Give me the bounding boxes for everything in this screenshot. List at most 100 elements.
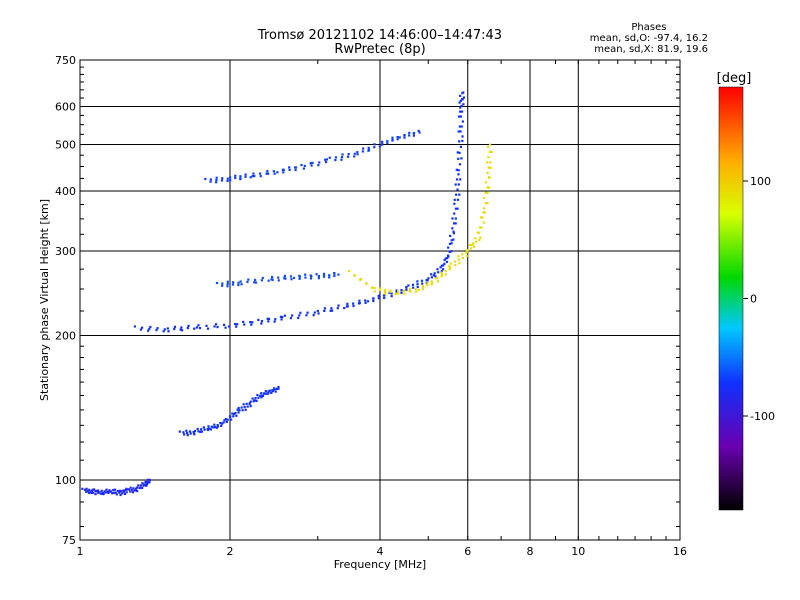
data-point: [340, 156, 344, 159]
data-point: [403, 292, 406, 295]
data-point: [238, 409, 241, 412]
data-point: [256, 393, 259, 397]
data-point: [221, 177, 224, 180]
axis-ticks: 1 2 4 6 8 10 16 75 100 200 300 400 500 600 750: [55, 54, 687, 558]
data-point: [373, 146, 376, 149]
data-point: [395, 289, 398, 292]
data-point: [313, 311, 316, 314]
data-point: [367, 146, 370, 149]
data-point: [275, 387, 278, 390]
data-point: [185, 431, 189, 435]
data-point: [446, 256, 449, 260]
data-point: [447, 246, 450, 249]
data-point: [405, 286, 408, 289]
data-point: [394, 292, 397, 296]
data-point: [459, 94, 462, 97]
data-point: [246, 280, 249, 284]
data-point: [324, 161, 328, 164]
data-point: [273, 172, 276, 175]
data-point: [466, 249, 469, 252]
data-point: [294, 166, 298, 169]
data-point: [318, 161, 321, 164]
data-point: [333, 274, 336, 278]
data-point: [96, 491, 100, 494]
data-point: [462, 103, 465, 106]
data-point: [180, 326, 183, 329]
data-point: [328, 156, 331, 159]
data-point: [341, 153, 344, 156]
data-point: [236, 408, 239, 411]
data-point: [235, 414, 238, 417]
data-point: [348, 269, 351, 273]
data-point: [277, 387, 280, 390]
data-point: [488, 150, 491, 154]
data-point: [400, 289, 403, 292]
data-point: [90, 491, 93, 495]
data-point: [457, 115, 461, 118]
data-point: [294, 168, 297, 172]
data-point: [270, 391, 273, 395]
data-point: [173, 325, 177, 328]
data-point: [328, 276, 331, 279]
data-point: [137, 484, 140, 487]
data-point: [454, 207, 458, 210]
data-point: [242, 320, 245, 323]
data-point: [267, 317, 271, 321]
data-point: [416, 283, 419, 286]
data-point: [248, 402, 251, 406]
data-point: [458, 163, 462, 166]
data-point: [140, 326, 144, 329]
data-point: [124, 488, 127, 492]
data-point: [260, 322, 263, 325]
data-point: [261, 276, 264, 280]
y-tick-label: 750: [55, 54, 76, 67]
data-point: [133, 325, 136, 328]
data-point: [411, 283, 415, 286]
data-point: [443, 262, 446, 265]
data-point: [460, 157, 463, 160]
data-point: [441, 268, 445, 271]
data-point: [303, 164, 306, 168]
data-point: [236, 323, 239, 326]
data-point: [448, 268, 451, 271]
data-point: [453, 260, 457, 263]
data-point: [333, 272, 336, 275]
data-point: [266, 170, 269, 173]
data-point: [166, 327, 169, 330]
data-point: [192, 431, 195, 434]
data-point: [426, 282, 429, 285]
data-point: [240, 406, 243, 409]
data-point: [97, 489, 100, 492]
data-point: [483, 196, 486, 200]
data-point: [118, 489, 121, 492]
data-point: [144, 483, 148, 486]
data-point: [483, 211, 486, 214]
data-point: [390, 295, 393, 298]
data-point: [457, 169, 460, 172]
data-point: [206, 427, 209, 431]
data-point: [457, 130, 460, 133]
data-point: [254, 397, 257, 400]
data-point: [241, 409, 244, 412]
data-point: [418, 131, 421, 134]
data-point: [252, 172, 255, 175]
data-point: [230, 418, 233, 421]
data-point: [421, 288, 425, 291]
data-point: [244, 173, 247, 176]
data-point: [141, 482, 144, 485]
data-point: [477, 231, 481, 234]
data-point: [260, 396, 263, 399]
data-point: [214, 425, 217, 429]
data-point: [450, 239, 453, 242]
data-point: [456, 207, 459, 210]
phase-stats-title: Phases: [631, 22, 667, 33]
data-point: [226, 285, 229, 288]
data-point: [289, 317, 293, 320]
data-point: [186, 434, 189, 437]
data-point: [402, 289, 405, 293]
data-point: [430, 276, 434, 279]
data-point: [199, 430, 202, 434]
data-point: [421, 285, 424, 288]
data-point: [353, 274, 356, 277]
data-point: [358, 302, 361, 305]
